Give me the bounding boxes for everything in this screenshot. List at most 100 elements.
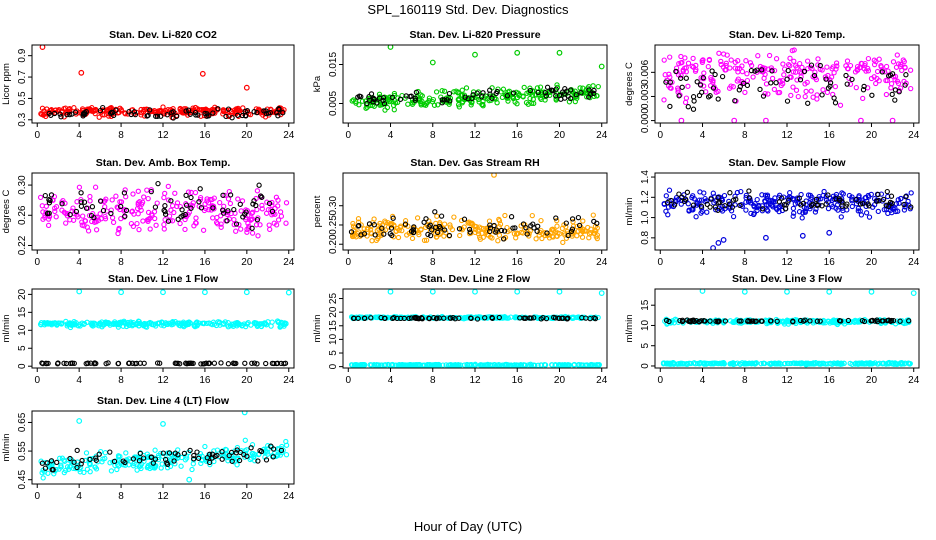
data-point <box>376 95 383 101</box>
data-point <box>251 109 257 115</box>
data-point <box>136 199 143 205</box>
data-point <box>495 238 501 244</box>
data-point <box>728 83 734 89</box>
data-point <box>790 205 797 212</box>
y-tick-label: 0.25 <box>328 215 339 235</box>
data-point <box>397 96 404 102</box>
data-point <box>755 53 761 59</box>
data-point <box>668 197 674 204</box>
data-point <box>390 102 397 109</box>
data-point <box>698 75 704 81</box>
data-point <box>676 191 682 197</box>
data-point <box>739 63 745 69</box>
data-point <box>227 323 234 329</box>
data-point <box>102 455 108 462</box>
data-point <box>115 360 122 367</box>
outlier-point <box>699 289 706 294</box>
data-point <box>696 92 703 99</box>
data-point <box>283 200 290 206</box>
data-point <box>576 222 583 229</box>
data-point <box>165 321 171 328</box>
data-point <box>743 361 749 367</box>
x-tick-label: 24 <box>283 257 295 268</box>
data-point <box>251 198 257 204</box>
data-point <box>218 360 224 366</box>
data-point <box>137 450 143 457</box>
data-point <box>71 320 78 326</box>
y-tick-label: 0.22 <box>17 235 28 255</box>
outlier-point <box>472 51 478 58</box>
data-point <box>186 360 192 367</box>
data-point <box>214 221 221 227</box>
data-point <box>751 211 757 218</box>
data-point <box>153 113 159 119</box>
data-point <box>401 315 407 322</box>
data-point <box>405 101 411 107</box>
data-point <box>518 362 525 368</box>
data-point <box>129 208 136 214</box>
data-point <box>244 226 250 233</box>
data-point <box>172 190 178 196</box>
data-point <box>825 205 832 212</box>
data-point <box>554 223 560 229</box>
data-point <box>508 214 515 220</box>
data-point <box>225 208 231 214</box>
data-point <box>80 213 86 219</box>
data-point <box>908 190 914 196</box>
data-point <box>83 205 90 211</box>
data-point <box>543 93 549 99</box>
data-point <box>47 197 53 204</box>
data-point <box>760 93 767 99</box>
y-tick-label: 20 <box>17 288 28 300</box>
data-point <box>249 230 256 236</box>
data-point <box>421 237 428 244</box>
data-point <box>807 318 813 324</box>
data-point <box>534 228 540 234</box>
data-point <box>746 188 752 194</box>
data-point <box>441 88 448 94</box>
data-point <box>680 361 686 367</box>
panel-title: Stan. Dev. Line 4 (LT) Flow <box>97 395 230 407</box>
data-point <box>722 318 729 324</box>
data-point <box>790 69 796 75</box>
data-point <box>147 226 153 232</box>
data-point <box>434 213 440 219</box>
data-point <box>766 52 773 59</box>
data-point <box>162 203 168 209</box>
data-point <box>837 102 844 108</box>
data-point <box>863 68 869 74</box>
data-point <box>356 93 363 99</box>
data-point <box>682 99 689 106</box>
data-point <box>843 72 849 79</box>
data-point <box>459 100 465 106</box>
data-point <box>179 207 185 213</box>
data-point <box>466 226 473 233</box>
data-point <box>487 225 494 231</box>
data-point <box>730 213 737 220</box>
data-point <box>144 217 151 223</box>
plot-frame <box>342 172 608 251</box>
data-point <box>863 210 870 216</box>
y-tick-label: 0.30 <box>328 196 339 216</box>
data-point <box>101 112 107 118</box>
data-point <box>480 90 486 96</box>
data-point <box>591 87 597 94</box>
data-point <box>477 236 484 242</box>
data-point <box>155 180 161 187</box>
data-point <box>248 445 254 451</box>
data-point <box>790 213 796 219</box>
data-point <box>732 98 738 104</box>
data-point <box>479 230 485 236</box>
data-point <box>164 461 171 468</box>
data-point <box>256 182 262 188</box>
data-point <box>881 206 887 213</box>
data-point <box>793 63 799 69</box>
data-point <box>903 72 909 78</box>
data-point <box>433 361 439 368</box>
data-point <box>506 88 513 94</box>
data-point <box>58 321 65 327</box>
data-point <box>808 88 814 94</box>
data-point <box>185 320 192 326</box>
data-point <box>139 199 146 205</box>
data-point <box>264 199 270 205</box>
